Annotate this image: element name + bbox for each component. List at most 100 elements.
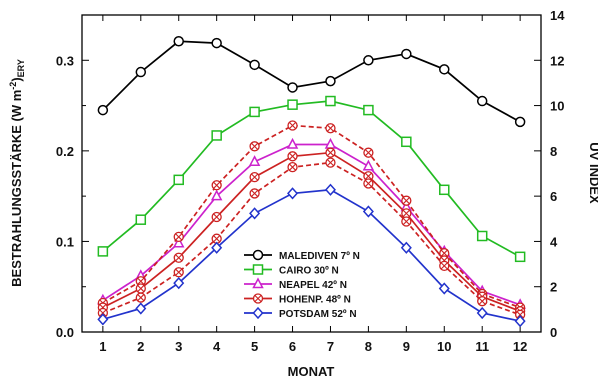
x-tick-label: 1	[99, 339, 106, 354]
data-point	[401, 208, 412, 219]
data-point	[363, 55, 374, 66]
data-point	[172, 236, 185, 248]
x-tick-label: 5	[251, 339, 258, 354]
y-axis-left-title-main: BESTRAHLUNGSSTÄRKE (W m	[9, 90, 24, 287]
data-point	[249, 59, 260, 71]
data-point	[249, 207, 261, 220]
y-right-tick-label: 0	[550, 325, 557, 340]
series-line	[102, 188, 521, 322]
data-point	[249, 141, 260, 152]
data-point-cross-b	[402, 209, 410, 217]
data-point	[400, 241, 412, 254]
series-5	[97, 157, 526, 320]
data-point	[325, 95, 336, 107]
legend-item: MALEDIVEN 7º N	[244, 249, 360, 262]
data-point	[249, 188, 260, 199]
data-point	[211, 211, 222, 223]
data-point-cross-b	[213, 235, 221, 243]
y-axis-left-title-close: )	[9, 77, 24, 81]
data-point	[249, 106, 260, 118]
data-point	[173, 36, 184, 47]
data-point	[514, 116, 526, 128]
legend-item: HOHENP. 48º N	[244, 293, 351, 306]
y-right-tick-label: 10	[550, 99, 564, 114]
data-point	[362, 159, 375, 171]
data-point	[287, 120, 298, 131]
series-0	[97, 36, 526, 128]
data-point	[173, 276, 185, 290]
data-point	[514, 251, 526, 263]
data-point	[325, 123, 336, 134]
plot-frame	[81, 14, 542, 333]
series-1	[97, 95, 526, 263]
series-layer	[97, 36, 526, 328]
data-point-cross-b	[440, 249, 448, 257]
data-point	[401, 195, 412, 206]
data-point	[438, 282, 450, 295]
series-line	[102, 40, 521, 123]
data-point-cross-b	[213, 213, 221, 221]
data-point-cross-b	[364, 179, 372, 188]
series-line	[102, 124, 521, 309]
data-point	[514, 315, 526, 328]
legend-label: POTSDAM 52º N	[279, 309, 357, 320]
x-tick-label: 8	[365, 339, 372, 354]
legend-item: POTSDAM 52º N	[244, 306, 357, 320]
y-left-tick-label: 0.2	[56, 144, 74, 159]
data-point-cross-b	[440, 262, 448, 270]
data-point	[173, 231, 184, 243]
data-point-cross-b	[137, 277, 145, 285]
data-point	[439, 260, 450, 272]
data-point	[135, 214, 147, 225]
data-point-cross-b	[516, 311, 524, 319]
legend-marker-cross-b	[254, 294, 262, 303]
data-point-cross-b	[326, 124, 335, 132]
data-point	[249, 171, 260, 183]
data-point	[363, 147, 374, 158]
data-point	[97, 246, 109, 257]
y-axis-right-title: UV INDEX	[587, 142, 598, 204]
data-point-cross-b	[326, 149, 335, 157]
y-right-tick-label: 8	[550, 144, 557, 159]
legend-label: MALEDIVEN 7º N	[279, 251, 360, 262]
x-tick-label: 2	[137, 339, 144, 354]
data-point-cross-b	[364, 149, 372, 157]
data-point	[476, 95, 488, 107]
legend-label: CAIRO 30º N	[279, 266, 339, 277]
legend-marker	[252, 249, 264, 261]
x-tick-label: 4	[213, 339, 221, 354]
y-axis-left-title: BESTRAHLUNGSSTÄRKE (W m-2)ERY	[8, 59, 26, 287]
data-point	[476, 230, 488, 242]
data-point	[439, 64, 450, 75]
data-point-cross-b	[288, 121, 297, 130]
series-6	[97, 183, 526, 328]
data-point	[210, 189, 223, 201]
legend-marker	[252, 277, 264, 289]
series-line	[102, 100, 521, 258]
x-tick-label: 9	[403, 339, 410, 354]
data-point-cross-b	[251, 173, 259, 181]
x-tick-label: 12	[513, 339, 527, 354]
data-point	[477, 296, 488, 307]
data-point	[97, 104, 109, 116]
data-point	[287, 151, 298, 162]
y-right-tick-label: 4	[550, 234, 558, 249]
data-point	[135, 283, 146, 294]
data-point	[135, 302, 147, 315]
series-line	[102, 151, 521, 312]
data-point	[401, 48, 412, 60]
data-point-cross-b	[99, 309, 107, 317]
data-point	[287, 162, 298, 173]
data-point	[287, 99, 298, 110]
data-point	[135, 292, 146, 303]
data-point	[211, 241, 223, 254]
x-tick-label: 6	[289, 339, 296, 354]
data-point	[211, 37, 222, 49]
series-line	[102, 161, 521, 316]
legend: MALEDIVEN 7º N CAIRO 30º N NEAPEL 42º N HOH…	[244, 249, 360, 320]
data-point	[135, 66, 147, 78]
data-point-cross-b	[213, 181, 221, 189]
data-point-cross-b	[288, 152, 297, 160]
x-tick-label: 10	[437, 339, 451, 354]
